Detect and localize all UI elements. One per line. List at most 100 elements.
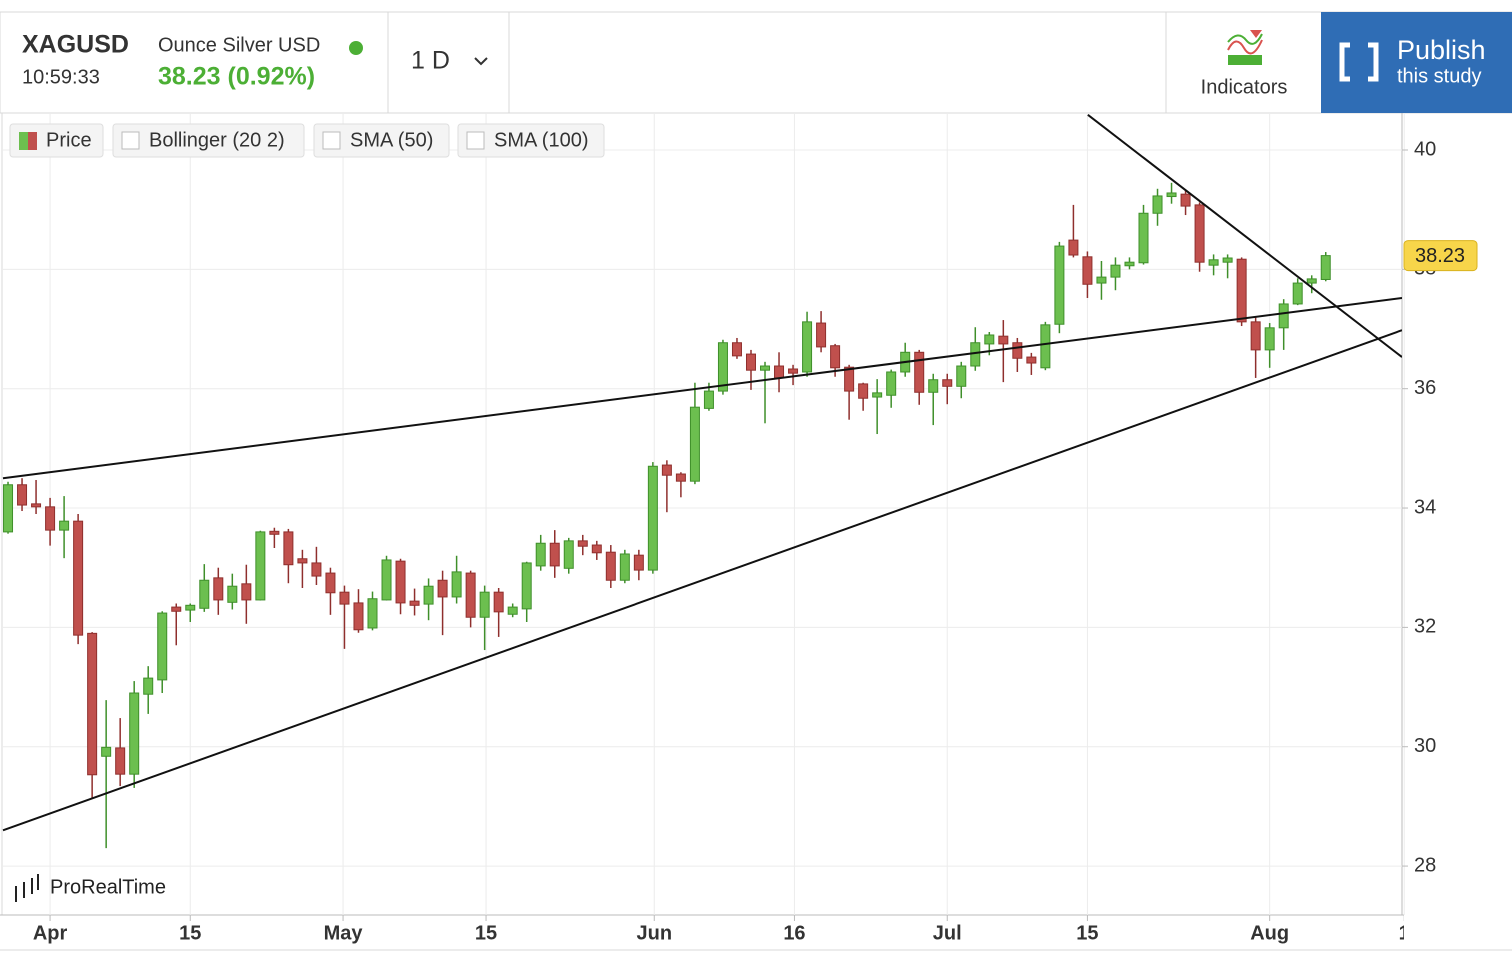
x-axis: Apr 15 May 15 Jun 16 Jul 15 Aug 1 — [33, 915, 1404, 944]
candle-body — [451, 571, 462, 598]
indicators-icon — [1250, 30, 1262, 38]
candle-body — [45, 506, 56, 531]
candle-body — [325, 572, 336, 594]
candle-body — [1110, 264, 1121, 278]
trend-line — [1087, 113, 1402, 358]
candle-body — [760, 365, 771, 371]
candle-body — [675, 473, 686, 482]
legend-checkbox[interactable] — [466, 131, 485, 150]
candle-body — [1166, 192, 1177, 198]
candle-body — [788, 368, 799, 374]
candle-body — [507, 606, 518, 615]
legend-checkbox[interactable] — [322, 131, 341, 150]
indicators-label[interactable]: Indicators — [1201, 76, 1288, 98]
publish-bg[interactable] — [1321, 12, 1512, 113]
legend: Price Bollinger (20 2) SMA (50) SMA (100) — [9, 123, 605, 158]
watermark: ProRealTime — [15, 874, 166, 902]
candle-body — [283, 531, 294, 566]
candle-body — [353, 602, 364, 631]
trend-line — [2, 296, 1402, 480]
candle-body — [591, 544, 602, 554]
candle-body — [157, 612, 168, 681]
candle-body — [1138, 212, 1149, 264]
legend-item[interactable]: Bollinger (20 2) — [112, 123, 305, 158]
candle-body — [1250, 321, 1261, 351]
chevron — [474, 57, 488, 66]
candle-body — [745, 353, 756, 371]
interval[interactable]: 1 D — [411, 47, 450, 75]
candle-body — [521, 562, 532, 610]
legend-label[interactable]: Price — [46, 129, 92, 151]
y-tick-label: 28 — [1414, 854, 1436, 876]
symbol: XAGUSD — [22, 31, 129, 59]
candle-body — [563, 540, 574, 569]
candle-body — [101, 746, 112, 757]
candle-body — [367, 598, 378, 629]
candle-body — [59, 520, 70, 531]
candle-body — [774, 365, 785, 379]
candle-body — [171, 606, 182, 612]
legend-button[interactable] — [313, 123, 450, 158]
candle-body — [437, 579, 448, 598]
candle-body — [1124, 261, 1135, 267]
y-tick-label: 32 — [1414, 616, 1436, 638]
candle-body — [87, 632, 98, 776]
candle-body — [816, 322, 827, 348]
indicators-button[interactable]: Indicators — [1201, 30, 1288, 98]
publish-button[interactable]: Publish this study — [1321, 12, 1512, 113]
legend-label[interactable]: Bollinger (20 2) — [149, 129, 285, 151]
candle-body — [409, 600, 420, 606]
legend-item[interactable]: SMA (50) — [313, 123, 450, 158]
candle-body — [3, 484, 14, 533]
publish-label[interactable]: Publish — [1397, 35, 1486, 65]
candle-body — [1152, 195, 1163, 214]
candle-body — [802, 321, 813, 373]
x-tick-label: Jun — [636, 922, 672, 944]
interval-select[interactable]: 1 D — [411, 47, 488, 75]
candle-body — [1208, 259, 1219, 266]
legend-swatch — [19, 132, 28, 150]
status-dot — [349, 41, 363, 55]
legend-item[interactable]: SMA (100) — [457, 123, 605, 158]
candle-body — [1082, 256, 1093, 285]
publish-sub[interactable]: this study — [1397, 65, 1481, 87]
candle-body — [381, 559, 392, 601]
legend-checkbox[interactable] — [121, 131, 140, 150]
candle-body — [914, 351, 925, 393]
candle-body — [549, 542, 560, 567]
legend-button[interactable] — [457, 123, 605, 158]
candle-body — [227, 585, 238, 603]
legend-item[interactable]: Price — [9, 123, 104, 158]
axes: 2830323436384038.23 — [1402, 138, 1478, 876]
x-tick-label: Apr — [33, 922, 68, 944]
candle-body — [970, 342, 981, 367]
candle-body — [535, 542, 546, 567]
last-price-badge — [1403, 240, 1478, 272]
candle-body — [1068, 239, 1079, 256]
candle-body — [339, 591, 350, 605]
legend-label[interactable]: SMA (100) — [494, 129, 588, 151]
candle-body — [647, 465, 658, 571]
candle-body — [1096, 276, 1107, 284]
candle-body — [115, 747, 126, 775]
candle-body — [479, 591, 490, 618]
legend-swatch — [28, 132, 37, 150]
watermark-text: ProRealTime — [50, 876, 166, 898]
indicators-icon — [1227, 33, 1263, 45]
legend-label[interactable]: SMA (50) — [350, 129, 433, 151]
x-tick-label: 16 — [783, 922, 805, 944]
candle-body — [984, 334, 995, 345]
candle-body — [73, 520, 84, 636]
candle-body — [1320, 255, 1331, 280]
candle-body — [31, 503, 42, 508]
legend-button[interactable] — [112, 123, 305, 158]
candle-body — [858, 383, 869, 399]
instrument-name: Ounce Silver USD — [158, 34, 320, 56]
y-tick-label: 40 — [1414, 138, 1436, 160]
candle-body — [255, 531, 266, 601]
x-tick-label: May — [324, 922, 364, 944]
candle-body — [241, 583, 252, 601]
candle-body — [1222, 257, 1233, 263]
candle-body — [731, 342, 742, 357]
